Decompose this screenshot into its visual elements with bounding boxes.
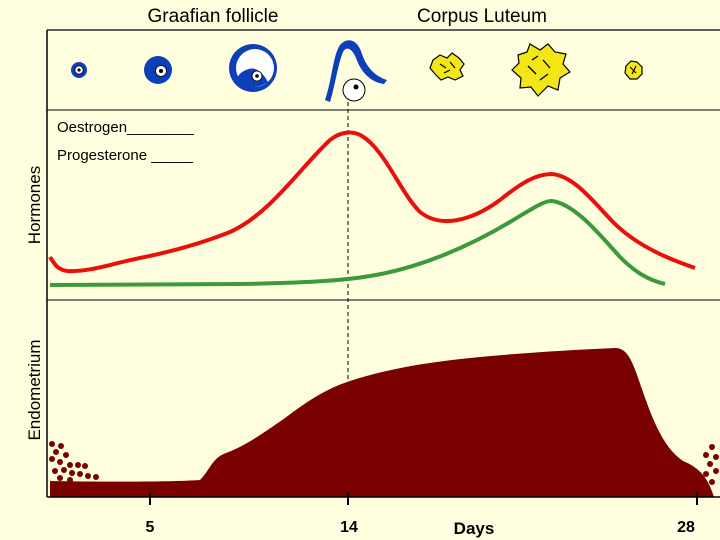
days-axis-label: Days [454, 519, 495, 538]
corpus-luteum-2-icon [511, 43, 571, 97]
oestrogen-curve [48, 130, 696, 274]
corpus-luteum-label: Corpus Luteum [417, 6, 547, 27]
corpus-luteum-1-icon [429, 52, 465, 81]
ovulation-icon [325, 40, 387, 102]
corpus-albicans-icon [624, 60, 643, 80]
follicle-stage-1-icon [71, 62, 87, 78]
menstrual-shedding-right [703, 444, 719, 485]
follicle-stage-2-icon [144, 56, 172, 84]
graafian-follicle-label: Graafian follicle [148, 6, 279, 27]
legend-progesterone: Progesterone _____ [57, 147, 194, 164]
hormones-axis-label: Hormones [25, 166, 44, 244]
tick-label-28: 28 [677, 519, 695, 536]
follicle-stage-3-icon [229, 44, 277, 92]
legend-oestrogen: Oestrogen________ [57, 119, 194, 136]
endometrium-axis-label: Endometrium [25, 339, 44, 440]
progesterone-curve [49, 198, 666, 287]
tick-label-5: 5 [146, 519, 155, 536]
endometrium-layer [50, 348, 714, 497]
tick-label-14: 14 [340, 519, 358, 536]
menstrual-shedding-left [49, 441, 99, 483]
